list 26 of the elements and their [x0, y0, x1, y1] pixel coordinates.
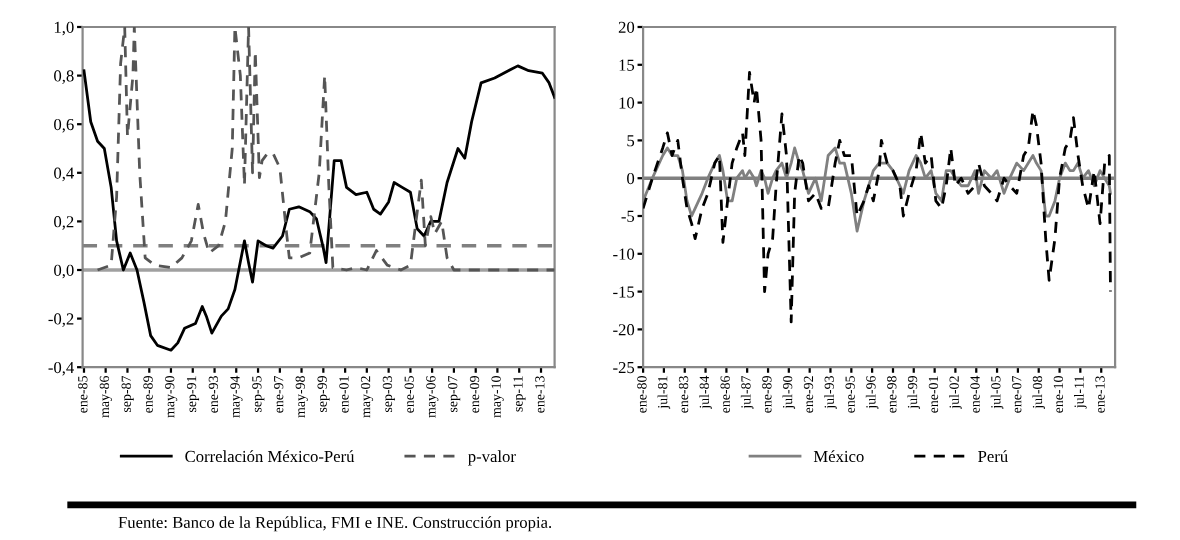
- y-tick-label: -25: [613, 361, 635, 374]
- source-note: Fuente: Banco de la República, FMI e INE. Construcción propia.: [118, 516, 552, 532]
- y-tick-label: 0: [627, 172, 635, 185]
- y-tick-label: 1,0: [54, 21, 74, 36]
- y-tick-label: 20: [618, 21, 635, 33]
- y-tick-label: -5: [621, 210, 635, 222]
- y-tick-label: 0,4: [54, 167, 75, 182]
- y-tick-label: -0,2: [48, 313, 74, 327]
- y-tick-label: 0,2: [54, 216, 74, 230]
- y-tick-label: -0,4: [48, 361, 75, 376]
- y-tick-label: 0,0: [54, 264, 74, 279]
- y-tick-label: 15: [619, 59, 635, 71]
- legend-label: México: [813, 450, 864, 463]
- y-tick-label: -20: [613, 324, 635, 336]
- legend-label: Correlación México-Perú: [185, 450, 355, 463]
- legend-label: Perú: [978, 450, 1008, 463]
- y-tick-label: 0,8: [54, 70, 74, 84]
- line-series: [96, 27, 555, 272]
- y-tick-label: 10: [619, 97, 635, 109]
- y-tick-label: 5: [627, 135, 635, 147]
- y-tick-label: -10: [613, 248, 635, 260]
- y-tick-label: 0,6: [54, 118, 74, 133]
- line-series: [82, 64, 555, 352]
- legend-label: p-valor: [468, 450, 516, 466]
- y-tick-label: -15: [613, 286, 635, 298]
- line-series: [643, 70, 1112, 324]
